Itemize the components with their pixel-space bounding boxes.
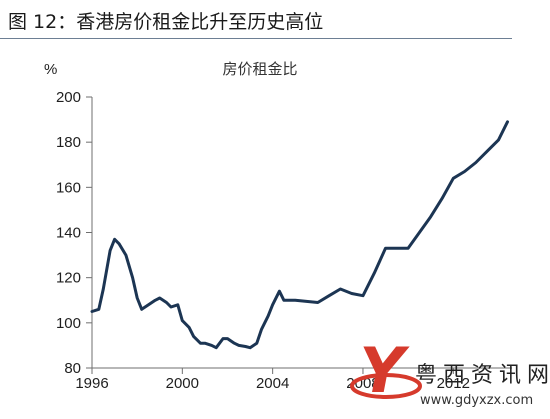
y-tick-label: 120 xyxy=(56,270,81,287)
x-tick-label: 2000 xyxy=(166,375,199,392)
x-tick-label: 1996 xyxy=(75,375,108,392)
y-axis: 80 100 120 140 160 180 200 xyxy=(56,89,92,377)
y-tick-label: 100 xyxy=(56,315,81,332)
watermark-logo-icon: Y xyxy=(350,334,422,407)
y-tick-label: 200 xyxy=(56,89,81,106)
figure-title: 图 12：香港房价租金比升至历史高位 xyxy=(8,11,324,33)
x-axis: 1996 2000 2004 2008 2012 xyxy=(75,368,470,392)
y-tick-label: 160 xyxy=(56,179,81,196)
watermark-text: 粤西资讯网 xyxy=(415,363,550,388)
title-divider xyxy=(0,38,512,39)
watermark-url: www.gdyxzx.com xyxy=(420,393,533,408)
y-axis-unit: % xyxy=(44,61,57,78)
y-tick-label: 80 xyxy=(64,360,81,377)
x-tick-label: 2012 xyxy=(437,375,470,392)
chart-title: 房价租金比 xyxy=(222,60,297,78)
y-tick-label: 140 xyxy=(56,225,81,242)
series-line-price-rent-ratio xyxy=(90,120,509,350)
watermark-logo-letter: Y xyxy=(360,334,411,407)
x-tick-label: 2004 xyxy=(256,375,289,392)
y-tick-label: 180 xyxy=(56,134,81,151)
watermark: Y 粤西资讯网 www.gdyxzx.com xyxy=(350,334,550,408)
